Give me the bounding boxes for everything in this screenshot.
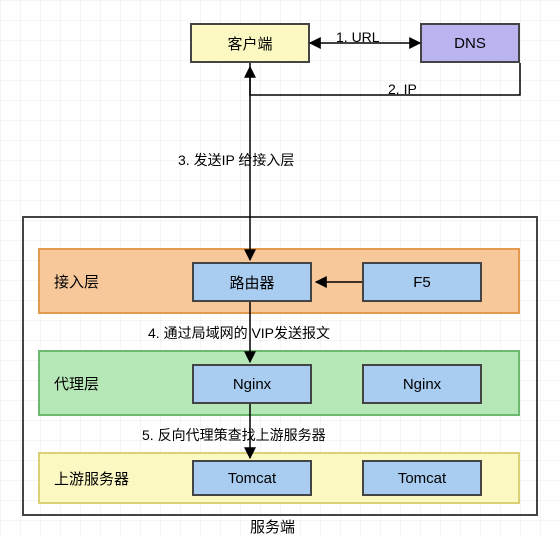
- edge-label-send-ip: 3. 发送IP 给接入层: [178, 150, 294, 170]
- router-node-label: 路由器: [229, 272, 274, 293]
- server-box-label: 服务端: [250, 516, 295, 537]
- nginx2-node: Nginx: [362, 364, 482, 404]
- nginx1-node: Nginx: [192, 364, 312, 404]
- tomcat2-node-label: Tomcat: [398, 470, 446, 487]
- access-layer-label: 接入层: [54, 271, 99, 292]
- router-node: 路由器: [192, 262, 312, 302]
- client-node: 客户端: [190, 23, 310, 63]
- edge-label-url: 1. URL: [336, 29, 380, 45]
- tomcat1-node-label: Tomcat: [228, 470, 276, 487]
- edge-label-reverse-proxy: 5. 反向代理策查找上游服务器: [142, 425, 326, 445]
- f5-node-label: F5: [413, 274, 431, 291]
- nginx2-node-label: Nginx: [403, 376, 441, 393]
- tomcat2-node: Tomcat: [362, 460, 482, 496]
- client-node-label: 客户端: [227, 33, 272, 54]
- tomcat1-node: Tomcat: [192, 460, 312, 496]
- edge-label-vip: 4. 通过局域网的 VIP发送报文: [148, 323, 330, 343]
- f5-node: F5: [362, 262, 482, 302]
- edge-label-ip: 2. IP: [388, 81, 417, 97]
- proxy-layer-label: 代理层: [54, 373, 99, 394]
- nginx1-node-label: Nginx: [233, 376, 271, 393]
- upstream-layer-label: 上游服务器: [54, 468, 129, 489]
- dns-node-label: DNS: [454, 35, 486, 52]
- dns-node: DNS: [420, 23, 520, 63]
